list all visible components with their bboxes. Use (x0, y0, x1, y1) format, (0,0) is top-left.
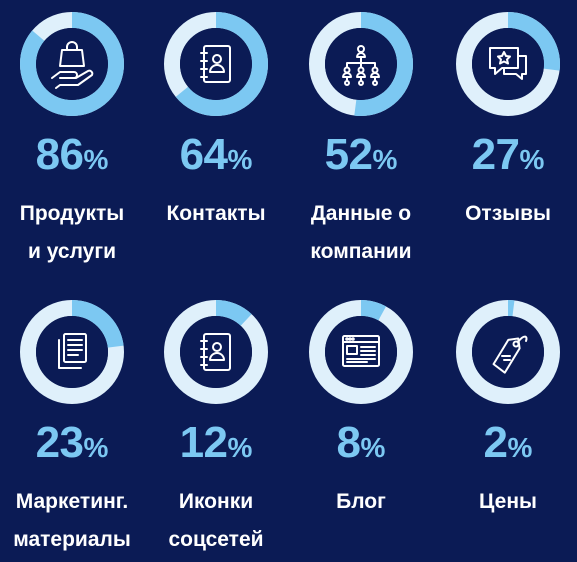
category-label: Продукты и услуги (0, 195, 148, 271)
percent-value: 8% (291, 418, 431, 468)
documents-icon (58, 333, 87, 369)
category-label: Данные о компании (285, 195, 437, 271)
percent-sign: % (83, 432, 109, 463)
category-label: Блог (285, 483, 437, 521)
donut-ring (164, 300, 268, 404)
category-label-line: соцсетей (168, 528, 264, 551)
category-label-line: Маркетинг. (15, 490, 129, 513)
category-label-line: компании (310, 240, 412, 263)
percent-value: 27% (438, 130, 577, 180)
donut-ring (20, 300, 124, 404)
percent-value: 23% (2, 418, 142, 468)
percent-number: 8 (336, 418, 361, 467)
ring-center (180, 316, 252, 388)
address-book-icon (200, 45, 231, 83)
category-label-line: Иконки (178, 490, 254, 513)
percent-value: 12% (146, 418, 286, 468)
percent-number: 86 (35, 130, 84, 179)
category-label: Контакты (140, 195, 292, 233)
category-label-line: Цены (479, 490, 537, 513)
category-label-line: и услуги (28, 240, 116, 263)
donut-ring (309, 300, 413, 404)
percent-sign: % (507, 432, 533, 463)
percent-number: 64 (179, 130, 228, 179)
percent-sign: % (372, 144, 398, 175)
ring-center (472, 316, 544, 388)
percent-sign: % (227, 144, 253, 175)
category-label: Иконки соцсетей (140, 483, 292, 559)
donut-ring (456, 300, 560, 404)
donut-ring (309, 12, 413, 116)
percent-sign: % (227, 432, 253, 463)
ring-value-arc (20, 300, 124, 404)
org-chart-icon (342, 45, 380, 86)
percent-value: 52% (291, 130, 431, 180)
donut-ring (456, 12, 560, 116)
browser-window-icon (342, 335, 380, 367)
star-chat-icon (489, 47, 527, 80)
ring-value-arc (164, 12, 268, 116)
ring-value-arc (309, 300, 413, 404)
percent-value: 86% (2, 130, 142, 180)
price-tag-icon (492, 335, 528, 374)
category-label: Цены (432, 483, 577, 521)
ring-value-arc (309, 12, 413, 116)
ring-center (36, 316, 108, 388)
ring-value-arc (164, 300, 268, 404)
category-label: Отзывы (432, 195, 577, 233)
percent-number: 52 (324, 130, 373, 179)
category-label-line: Блог (336, 490, 386, 513)
ring-value-arc (20, 12, 124, 116)
ring-center (180, 28, 252, 100)
donut-ring (20, 12, 124, 116)
percent-sign: % (360, 432, 386, 463)
percent-sign: % (83, 144, 109, 175)
ring-center (36, 28, 108, 100)
category-label-line: материалы (13, 528, 131, 551)
category-label-line: Продукты (19, 202, 125, 225)
percent-value: 64% (146, 130, 286, 180)
percent-number: 2 (483, 418, 508, 467)
ring-value-arc (456, 12, 560, 116)
category-label: Маркетинг. материалы (0, 483, 148, 559)
percent-sign: % (519, 144, 545, 175)
category-label-line: Данные о (310, 202, 412, 225)
percent-number: 12 (179, 418, 228, 467)
category-label-line: Отзывы (465, 202, 551, 225)
hand-shopping-bag-icon (51, 41, 94, 89)
ring-value-arc (456, 300, 560, 404)
donut-ring (164, 12, 268, 116)
percent-number: 27 (471, 130, 520, 179)
category-label-line: Контакты (166, 202, 266, 225)
contacts-book-icon (200, 333, 231, 371)
percent-value: 2% (438, 418, 577, 468)
percent-number: 23 (35, 418, 84, 467)
